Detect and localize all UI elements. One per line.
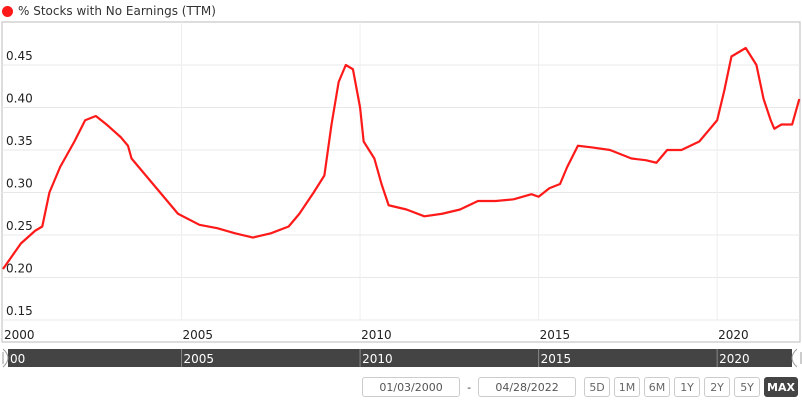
y-tick-label: 0.40 [6, 92, 33, 106]
legend-label: % Stocks with No Earnings (TTM) [18, 4, 216, 18]
x-tick-label: 2015 [540, 328, 571, 342]
plot-frame [1, 21, 801, 343]
navigator-tick-label: 2015 [541, 352, 572, 366]
navigator-tick-label: 2010 [362, 352, 393, 366]
range-button-6m[interactable]: 6M [644, 377, 671, 397]
line-chart: 0.15 0.20 0.25 0.30 0.35 0.40 0.45 2000 2005 2010… [1, 21, 802, 368]
x-tick-label: 2000 [4, 328, 35, 342]
range-button-5d[interactable]: 5D [584, 377, 611, 397]
legend[interactable]: % Stocks with No Earnings (TTM) [2, 4, 216, 18]
end-date-input[interactable] [478, 377, 577, 397]
start-date-input[interactable] [362, 377, 461, 397]
y-tick-label: 0.15 [6, 304, 33, 318]
range-button-max[interactable]: MAX [764, 377, 798, 397]
y-tick-label: 0.35 [6, 134, 33, 148]
x-tick-label: 2005 [183, 328, 214, 342]
x-tick-label: 2010 [361, 328, 392, 342]
navigator-left-handle[interactable] [2, 348, 9, 368]
range-button-1y[interactable]: 1Y [674, 377, 701, 397]
navigator-tick-label: 2020 [719, 352, 750, 366]
series-line [2, 46, 801, 270]
y-tick-label: 0.25 [6, 219, 33, 233]
legend-marker-icon [2, 5, 13, 17]
range-button-2y[interactable]: 2Y [704, 377, 731, 397]
y-tick-label: 0.30 [6, 177, 33, 191]
navigator-right-handle[interactable] [791, 348, 798, 368]
y-tick-label: 0.20 [6, 262, 33, 276]
range-button-1m[interactable]: 1M [614, 377, 641, 397]
navigator-bar[interactable] [8, 349, 792, 367]
navigator-tick-label: 2005 [184, 352, 215, 366]
date-separator: - [467, 380, 472, 394]
range-button-5y[interactable]: 5Y [734, 377, 761, 397]
navigator-tick-label: 00 [10, 352, 25, 366]
x-tick-label: 2020 [718, 328, 749, 342]
y-tick-label: 0.45 [6, 49, 33, 63]
